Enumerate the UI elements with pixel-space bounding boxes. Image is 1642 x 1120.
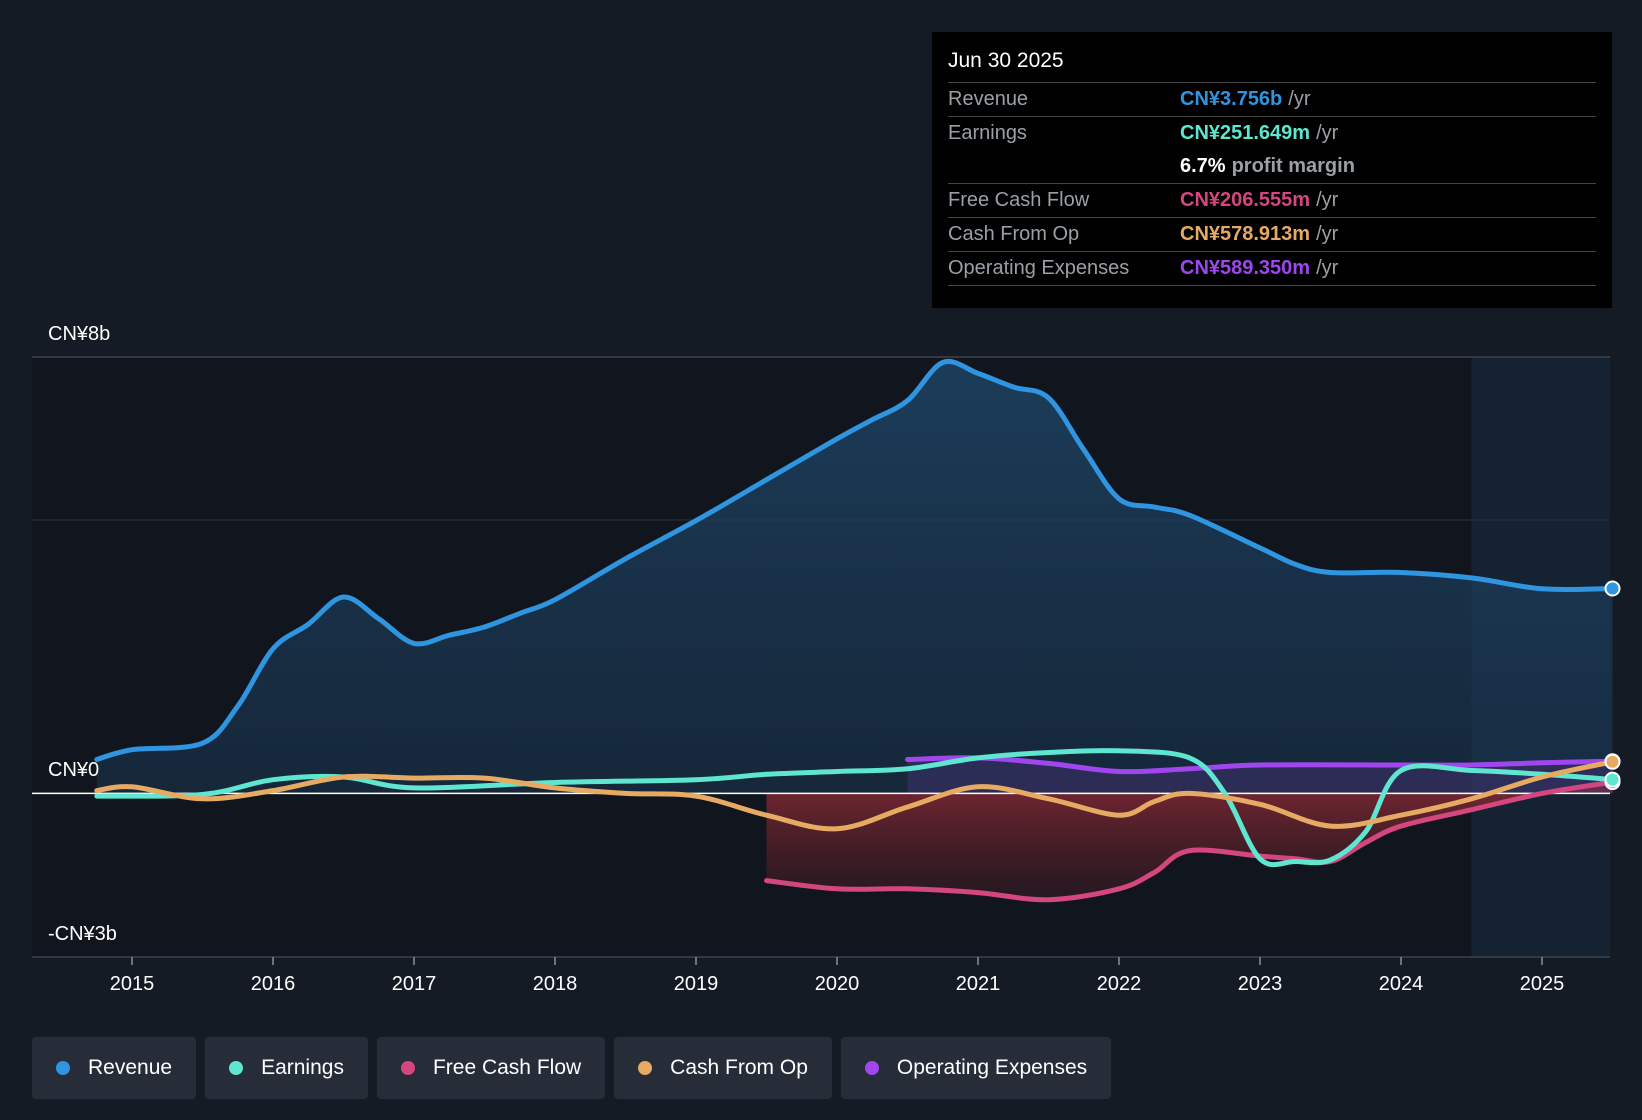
x-tick-label: 2021	[956, 973, 1001, 995]
tooltip-date: Jun 30 2025	[948, 46, 1596, 83]
tooltip-unit: /yr	[1316, 223, 1339, 245]
x-tick-label: 2025	[1520, 973, 1565, 995]
revenue-endpoint[interactable]	[1604, 580, 1621, 597]
tooltip-row-profit-margin: 6.7% profit margin	[948, 150, 1596, 184]
y-label-bottom: -CN¥3b	[48, 923, 117, 945]
legend-label: Free Cash Flow	[432, 1056, 582, 1079]
legend-label: Operating Expenses	[896, 1056, 1088, 1079]
tooltip-row-earnings: Earnings CN¥251.649m /yr	[948, 117, 1596, 150]
x-tick-label: 2019	[674, 973, 719, 995]
legend: Revenue Earnings Free Cash Flow Cash Fro…	[32, 1037, 1112, 1099]
legend-label: Cash From Op	[670, 1056, 808, 1079]
tooltip-row-revenue: Revenue CN¥3.756b /yr	[948, 83, 1596, 117]
tooltip-row-cfo: Cash From Op CN¥578.913m /yr	[948, 218, 1596, 252]
profit-margin-value: 6.7%	[1180, 155, 1226, 177]
tooltip-value: CN¥3.756b	[1180, 88, 1283, 110]
x-tick-label: 2024	[1379, 973, 1424, 995]
legend-item-operating-expenses[interactable]: Operating Expenses	[840, 1037, 1112, 1099]
free-cash-flow-area	[766, 782, 1613, 900]
revenue-line	[94, 358, 1615, 762]
legend-item-free-cash-flow[interactable]: Free Cash Flow	[376, 1037, 606, 1099]
legend-dot-icon	[400, 1061, 415, 1075]
cash-from-op-endpoint[interactable]	[1604, 753, 1621, 770]
x-tick-label: 2020	[815, 973, 860, 995]
tooltip: Jun 30 2025 Revenue CN¥3.756b /yr Earnin…	[932, 32, 1612, 308]
tooltip-label: Earnings	[948, 122, 1027, 144]
tooltip-label: Free Cash Flow	[948, 189, 1090, 211]
tooltip-unit: /yr	[1316, 257, 1339, 279]
tooltip-value: CN¥251.649m	[1180, 122, 1311, 144]
tooltip-row-fcf: Free Cash Flow CN¥206.555m /yr	[948, 184, 1596, 218]
x-tick-label: 2018	[533, 973, 578, 995]
x-tick-label: 2017	[392, 973, 437, 995]
tooltip-unit: /yr	[1316, 122, 1339, 144]
legend-dot-icon	[229, 1061, 244, 1075]
cash-from-op-line	[94, 759, 1615, 832]
y-label-zero: CN¥0	[48, 759, 99, 781]
free-cash-flow-line	[764, 779, 1615, 903]
tooltip-unit: /yr	[1316, 189, 1339, 211]
profit-margin-label: profit margin	[1231, 155, 1355, 177]
x-tick-label: 2016	[251, 973, 296, 995]
tooltip-value: CN¥589.350m	[1180, 257, 1311, 279]
chart: 2015 2016 2017 2018 2019 2020 2021 2022 2023 2024…	[32, 323, 1621, 995]
tooltip-value: CN¥578.913m	[1180, 223, 1311, 245]
legend-label: Revenue	[88, 1056, 173, 1079]
tooltip-row-opex: Operating Expenses CN¥589.350m /yr	[948, 252, 1596, 286]
legend-item-cash-from-op[interactable]: Cash From Op	[614, 1037, 832, 1099]
revenue-area	[96, 361, 1613, 794]
tooltip-label: Operating Expenses	[948, 257, 1130, 279]
legend-item-revenue[interactable]: Revenue	[32, 1037, 197, 1099]
legend-item-earnings[interactable]: Earnings	[205, 1037, 368, 1099]
x-tick-label: 2015	[110, 973, 155, 995]
tooltip-unit: /yr	[1288, 88, 1311, 110]
x-tick-label: 2022	[1097, 973, 1142, 995]
tooltip-value: CN¥206.555m	[1180, 189, 1311, 211]
legend-dot-icon	[56, 1061, 70, 1075]
legend-label: Earnings	[261, 1056, 344, 1079]
legend-dot-icon	[638, 1061, 653, 1075]
tooltip-label: Cash From Op	[948, 223, 1080, 245]
tooltip-label: Revenue	[948, 88, 1029, 110]
legend-dot-icon	[864, 1061, 879, 1075]
y-label-top: CN¥8b	[48, 323, 110, 345]
earnings-endpoint[interactable]	[1604, 771, 1621, 788]
operating-expenses-line	[905, 755, 1615, 775]
x-tick-label: 2023	[1238, 973, 1283, 995]
